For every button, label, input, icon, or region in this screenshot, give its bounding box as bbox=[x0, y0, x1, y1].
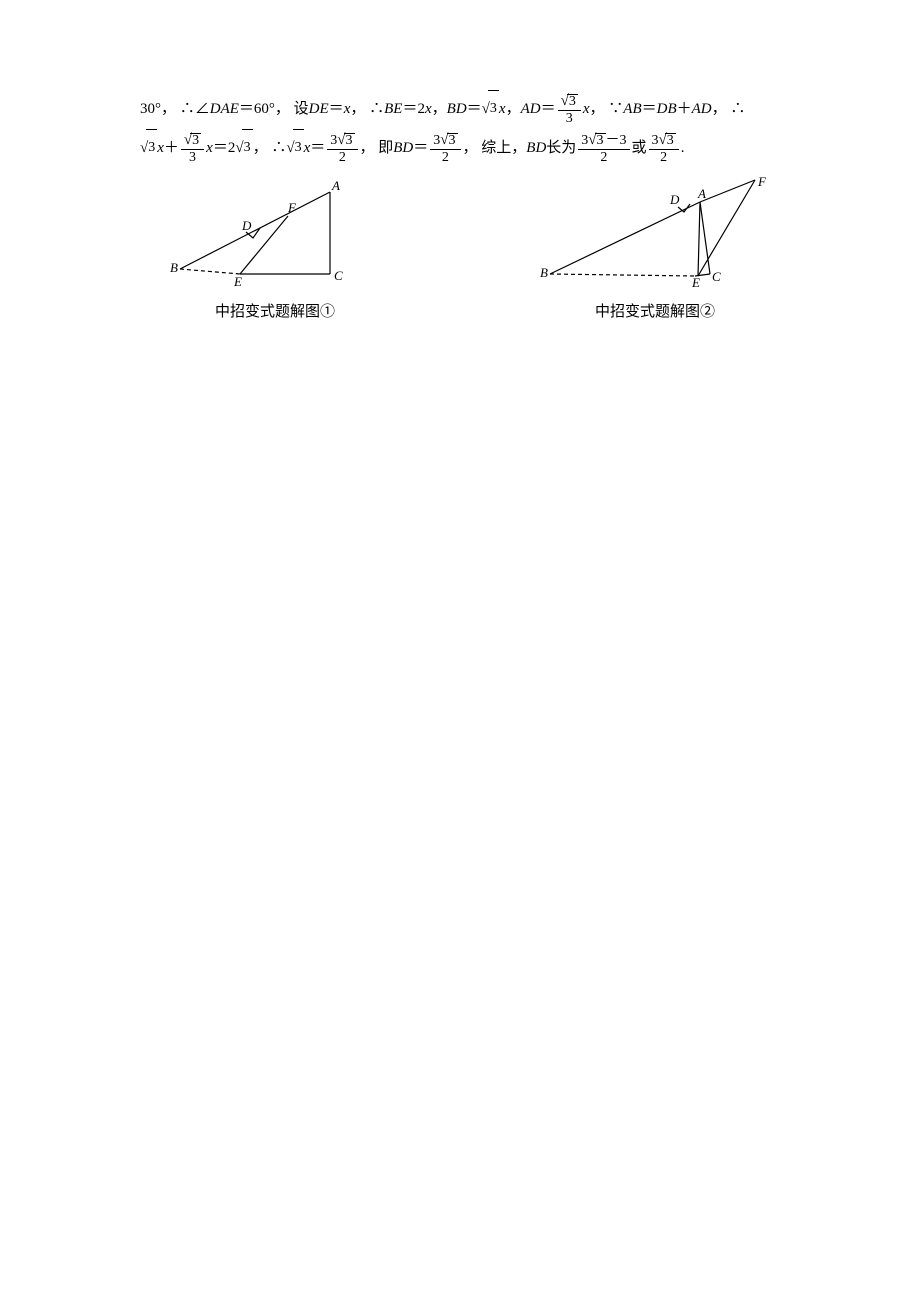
var-BD: BD bbox=[526, 129, 546, 168]
var-DE: DE bbox=[309, 90, 329, 129]
fraction: 33 2 bbox=[327, 133, 357, 165]
svg-text:A: A bbox=[697, 186, 706, 201]
var-x: x bbox=[583, 90, 590, 129]
text: ， 即 bbox=[360, 129, 394, 168]
fraction: 33 2 bbox=[649, 133, 679, 165]
fraction: 33 2 bbox=[430, 133, 460, 165]
svg-text:D: D bbox=[669, 192, 680, 207]
svg-text:F: F bbox=[287, 200, 297, 215]
diagram-1: A B C D E F bbox=[170, 174, 380, 294]
text: ， bbox=[432, 90, 447, 129]
figure-1-caption: 中招变式题解图① bbox=[215, 300, 335, 321]
text: ＝60°， 设 bbox=[239, 90, 309, 129]
svg-text:E: E bbox=[233, 274, 242, 289]
sqrt-icon: 3 bbox=[286, 129, 303, 168]
text: ， 综上， bbox=[463, 129, 527, 168]
var-AD: AD bbox=[692, 90, 712, 129]
figures-row: A B C D E F 中招变式题解图① bbox=[140, 174, 880, 321]
math-line-2: 3 x ＋ 3 3 x ＝2 3 ， ∴ 3 x ＝ 33 2 ， 即 BD ＝… bbox=[140, 129, 880, 168]
fraction: 3 3 bbox=[181, 133, 204, 165]
var-x: x bbox=[425, 90, 432, 129]
var-x: x bbox=[304, 129, 311, 168]
text-or: 或 bbox=[632, 129, 647, 168]
fraction: 33－3 2 bbox=[578, 133, 629, 165]
figure-1: A B C D E F 中招变式题解图① bbox=[170, 174, 380, 321]
eq: ＝ bbox=[467, 90, 482, 129]
sqrt-icon: 3 bbox=[140, 129, 157, 168]
var-x: x bbox=[344, 90, 351, 129]
text: ， ∵ bbox=[590, 90, 624, 129]
var-DAE: DAE bbox=[210, 90, 239, 129]
svg-text:B: B bbox=[540, 265, 548, 280]
text: ， ∴ bbox=[350, 90, 384, 129]
eq: ＝ bbox=[413, 129, 428, 168]
var-x: x bbox=[499, 90, 506, 129]
eq: ＝2 bbox=[402, 90, 425, 129]
svg-text:C: C bbox=[712, 269, 721, 284]
var-x: x bbox=[206, 129, 213, 168]
eq: ＝ bbox=[310, 129, 325, 168]
period: . bbox=[681, 129, 685, 168]
eq: ＝2 bbox=[213, 129, 236, 168]
svg-text:D: D bbox=[241, 218, 252, 233]
svg-text:F: F bbox=[757, 174, 767, 189]
page: 30°， ∴∠ DAE ＝60°， 设 DE ＝ x ， ∴ BE ＝2 x ，… bbox=[0, 0, 920, 321]
var-BE: BE bbox=[384, 90, 402, 129]
svg-text:B: B bbox=[170, 260, 178, 275]
var-x: x bbox=[157, 129, 164, 168]
sqrt-icon: 3 bbox=[482, 90, 499, 129]
eq: ＝ bbox=[541, 90, 556, 129]
text: ， ∴ bbox=[712, 90, 746, 129]
math-line-1: 30°， ∴∠ DAE ＝60°， 设 DE ＝ x ， ∴ BE ＝2 x ，… bbox=[140, 90, 880, 129]
svg-text:C: C bbox=[334, 268, 343, 283]
sqrt-icon: 3 bbox=[235, 129, 252, 168]
var-BD: BD bbox=[447, 90, 467, 129]
eq: ＝ bbox=[642, 90, 657, 129]
svg-text:E: E bbox=[691, 275, 700, 290]
text: ， ∴ bbox=[253, 129, 287, 168]
svg-text:A: A bbox=[331, 178, 340, 193]
fraction: 3 3 bbox=[558, 94, 581, 126]
var-AD: AD bbox=[521, 90, 541, 129]
figure-2-caption: 中招变式题解图② bbox=[595, 300, 715, 321]
figure-2: A B C D E F 中招变式题解图② bbox=[540, 174, 770, 321]
eq: ＝ bbox=[329, 90, 344, 129]
var-AB: AB bbox=[623, 90, 641, 129]
var-BD: BD bbox=[393, 129, 413, 168]
diagram-2: A B C D E F bbox=[540, 174, 770, 294]
text: ， bbox=[506, 90, 521, 129]
var-DB: DB bbox=[657, 90, 677, 129]
text: 30°， ∴∠ bbox=[140, 90, 210, 129]
plus: ＋ bbox=[164, 129, 179, 168]
plus: ＋ bbox=[677, 90, 692, 129]
text: 长为 bbox=[546, 129, 576, 168]
